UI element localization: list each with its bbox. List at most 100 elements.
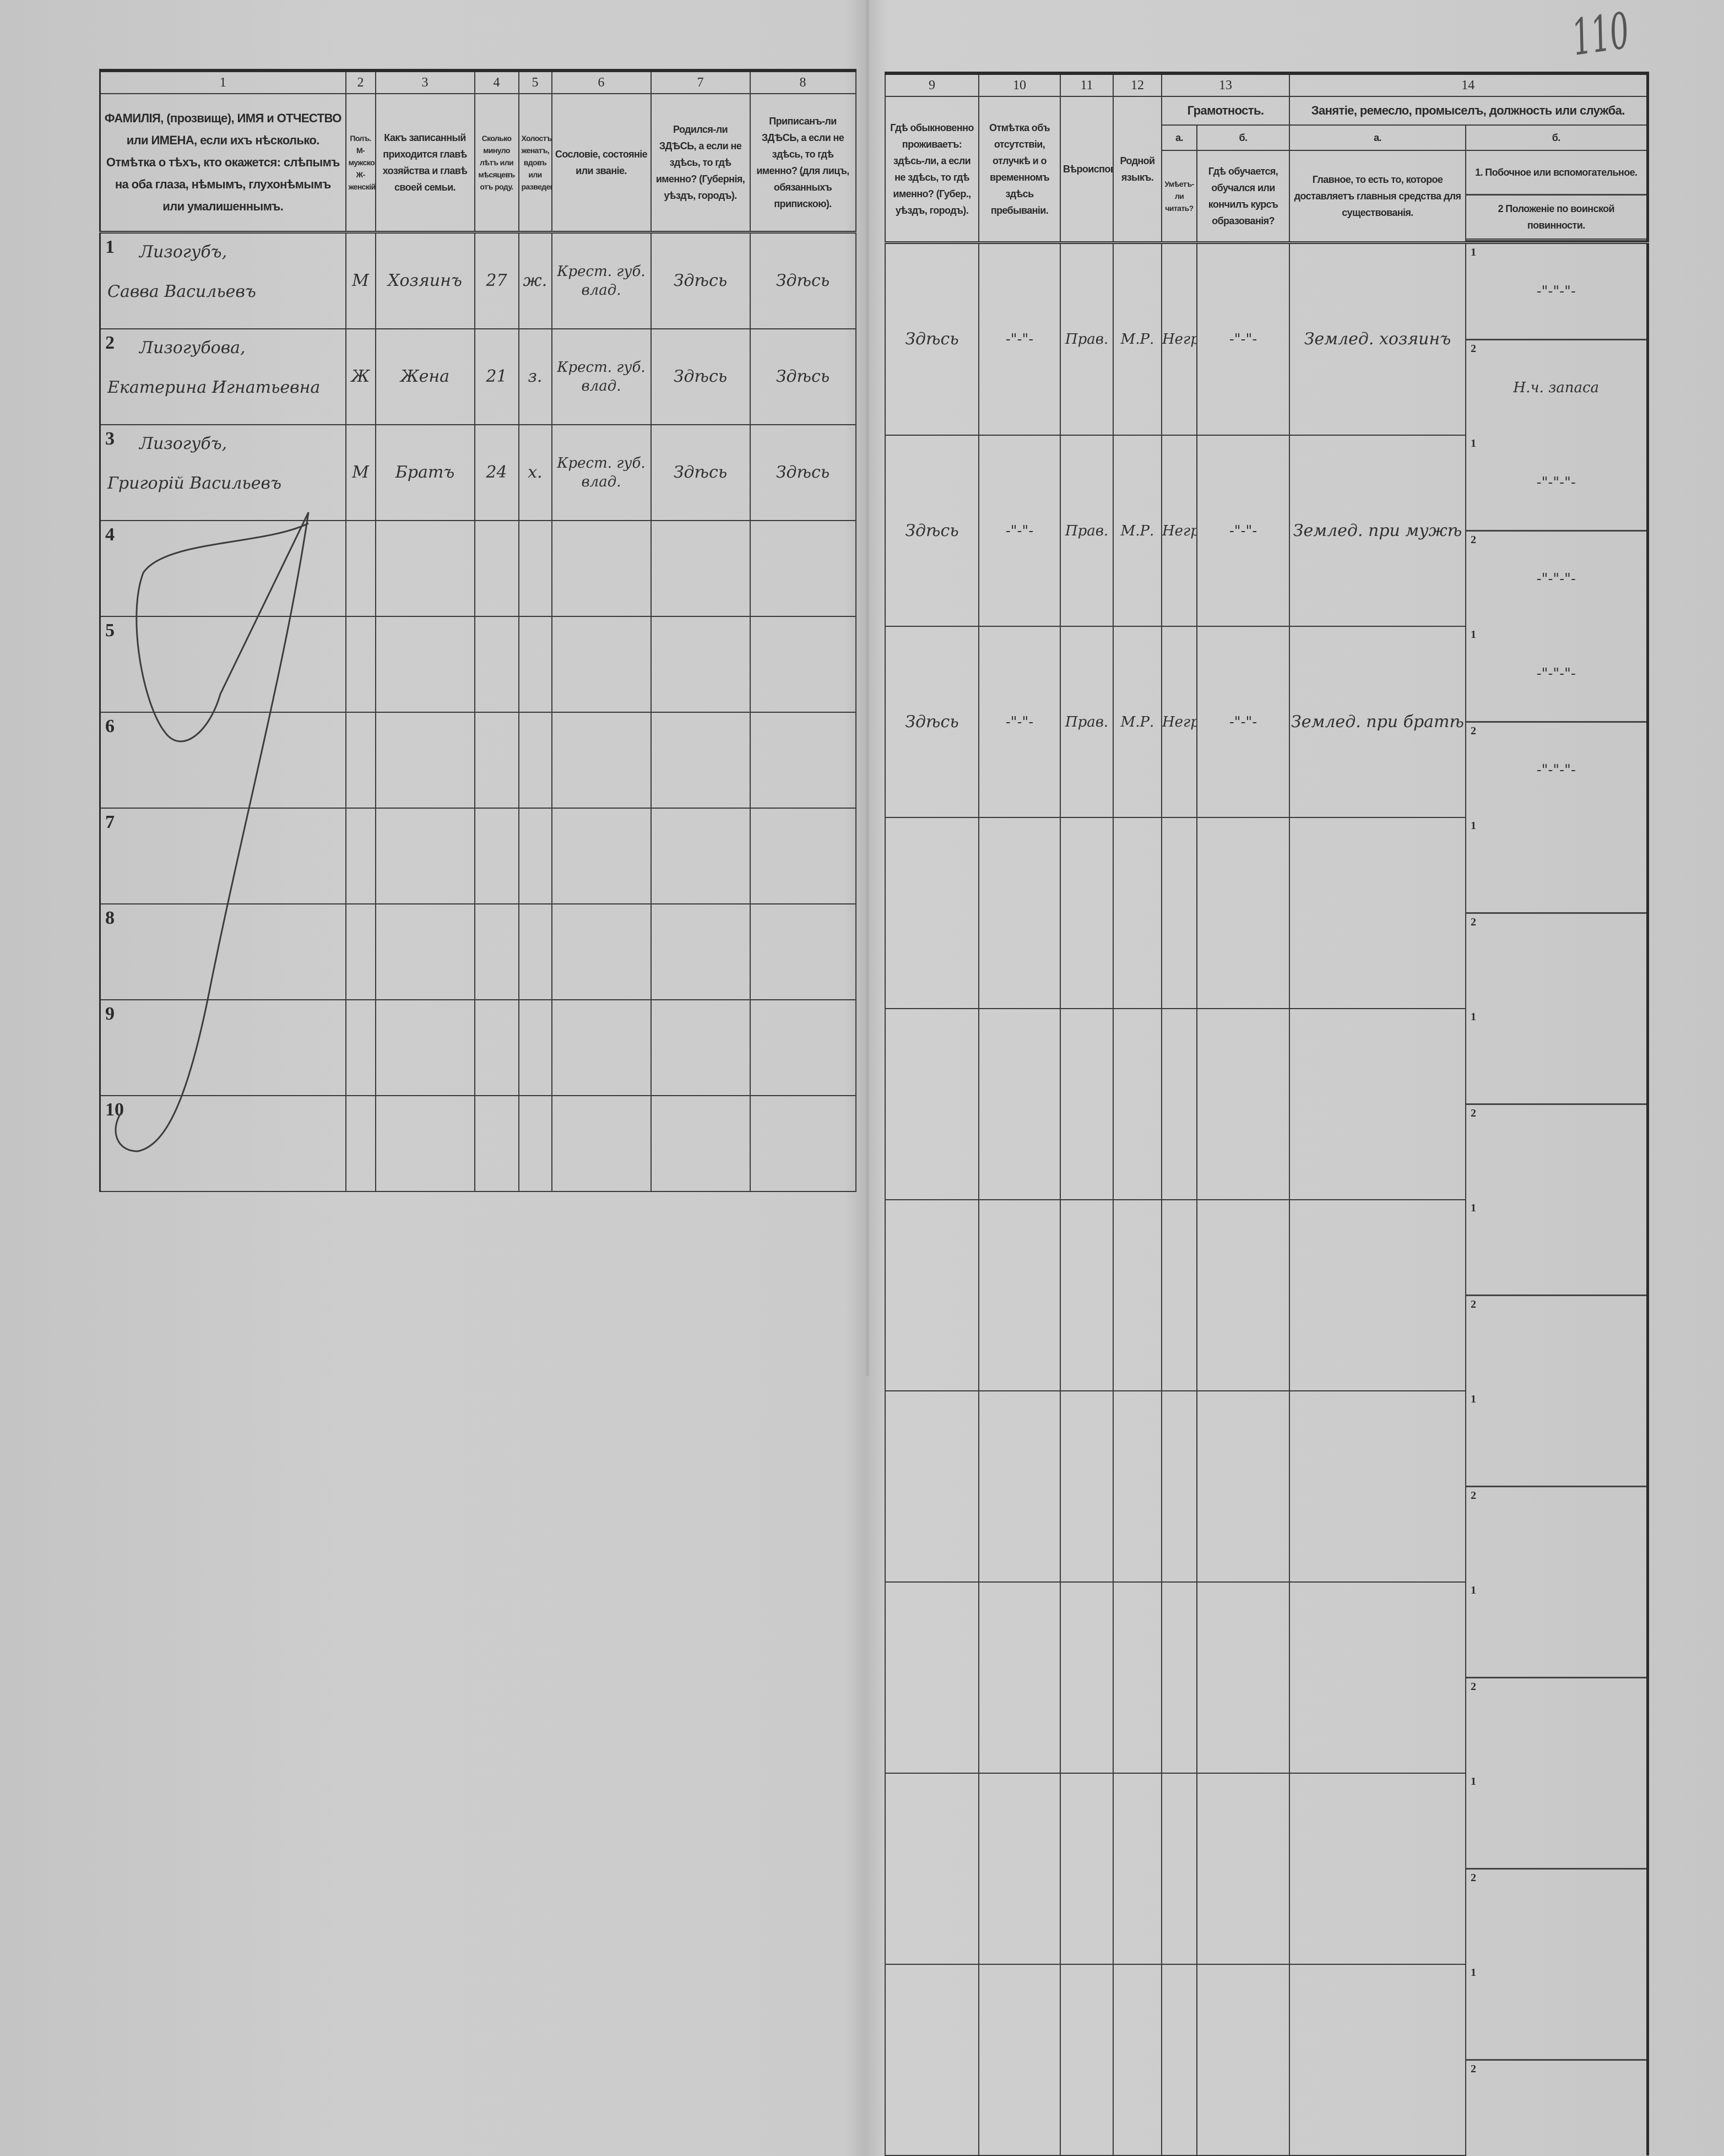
registration-cell (749, 999, 856, 1096)
residence-cell-text: Здѣсь (905, 712, 959, 732)
side-occupation-cell: 1 -"-"-"- (1466, 244, 1646, 340)
header-letter: а. (1161, 124, 1197, 151)
marital-cell (518, 712, 552, 809)
sub-number: 1 (1471, 1393, 1476, 1405)
military-cell: 2 (1466, 1869, 1646, 1965)
birthplace-cell (650, 520, 751, 617)
col-number: 2 (345, 70, 376, 94)
table-row: Здѣсь -"-"- Прав. М.Р. Негр. -"-"- Землед. при… (885, 435, 1647, 627)
education-cell-text: -"-"- (1229, 331, 1257, 348)
sub-number: 2 (1471, 1489, 1476, 1502)
table-row: 6 (99, 712, 856, 809)
estate-cell (551, 999, 652, 1096)
relation-cell-text: Хозяинъ (388, 271, 462, 290)
occupation-cell-text: Землед. хозяинъ (1304, 329, 1451, 349)
table-row: Здѣсь -"-"- Прав. М.Р. Негр. -"-"- Землед. хоз… (885, 242, 1647, 436)
given-name: Савва Васильевъ (107, 282, 256, 301)
table-row: 9 (99, 999, 856, 1096)
military-text: Н.ч. запаса (1513, 380, 1600, 396)
estate-cell: Крест. губ. влад. (551, 231, 652, 329)
birthplace-cell (650, 616, 751, 713)
marital-cell (518, 520, 552, 617)
absence-cell: -"-"- (978, 435, 1061, 627)
age-cell-text: 21 (486, 367, 507, 386)
sub-number: 1 (1471, 1775, 1476, 1787)
name-cell: 3 Лизогубъ, Григорій Васильевъ (99, 424, 346, 521)
language-cell-text: М.Р. (1120, 522, 1154, 539)
header-estate: Сословіе, состояніе или званіе. (551, 93, 652, 234)
estate-cell-text: Крест. губ. влад. (557, 455, 646, 490)
military-cell: 2 (1466, 1487, 1646, 1583)
estate-cell (551, 712, 652, 809)
col-number: 4 (474, 70, 519, 94)
absence-cell-text: -"-"- (1005, 713, 1034, 730)
occupation-cell (1289, 1581, 1466, 1774)
marital-cell: з. (518, 328, 552, 425)
sub-number: 2 (1471, 343, 1476, 355)
education-cell (1196, 1199, 1290, 1391)
col-number: 3 (375, 70, 475, 94)
absence-cell-text: -"-"- (1005, 331, 1034, 348)
religion-cell (1060, 1199, 1114, 1391)
language-cell-text: М.Р. (1120, 331, 1154, 348)
literacy-cell (1161, 1581, 1197, 1774)
registration-cell: Здѣсь (749, 231, 856, 329)
secondary-cell: 1 -"-"-"- 2 Н.ч. запаса (1466, 243, 1647, 436)
surname: Лизогубова, (139, 338, 246, 357)
side-occupation-cell: 1 (1466, 1773, 1646, 1870)
sex-cell (345, 520, 376, 617)
language-cell (1113, 1390, 1162, 1583)
header-residence: Гдѣ обыкновенно проживаетъ: здѣсь-ли, а … (885, 96, 979, 244)
birthplace-cell-text: Здѣсь (673, 463, 728, 482)
name-cell: 5 (99, 616, 346, 713)
sub-number: 1 (1471, 820, 1476, 832)
religion-cell (1060, 1964, 1114, 2156)
table-row: 5 (99, 616, 856, 713)
literacy-cell: Негр. (1161, 435, 1197, 627)
literacy-cell-text: Негр. (1162, 713, 1196, 730)
estate-cell-text: Крест. губ. влад. (557, 263, 646, 299)
residence-cell: Здѣсь (885, 435, 979, 627)
registration-cell: Здѣсь (749, 328, 856, 425)
language-cell (1113, 817, 1162, 1009)
religion-cell-text: Прав. (1065, 522, 1109, 539)
age-cell-text: 27 (486, 271, 507, 290)
education-cell-text: -"-"- (1229, 713, 1257, 730)
side-occupation-text: -"-"-"- (1536, 283, 1576, 300)
name-cell: 8 (99, 903, 346, 1000)
header-absence: Отмѣтка объ отсутствіи, отлучкѣ и о врем… (978, 96, 1061, 244)
header-literacy: Грамотность. (1161, 96, 1290, 126)
language-cell (1113, 1199, 1162, 1391)
side-occupation-cell: 1 (1466, 1391, 1646, 1487)
table-row: 3 Лизогубъ, Григорій Васильевъ М Братъ 24 х. Кр… (99, 424, 856, 521)
residence-cell (885, 1581, 979, 1774)
sub-number: 1 (1471, 629, 1476, 641)
occupation-cell (1289, 1199, 1466, 1391)
relation-cell: Жена (375, 328, 475, 425)
estate-cell (551, 903, 652, 1000)
absence-cell (978, 1390, 1061, 1583)
side-occupation-cell: 1 (1466, 1009, 1646, 1105)
absence-cell (978, 1773, 1061, 1965)
literacy-cell-text: Негр. (1162, 331, 1196, 348)
name-cell: 10 (99, 1095, 346, 1192)
religion-cell (1060, 817, 1114, 1009)
side-occupation-cell: 1 (1466, 1200, 1646, 1296)
col-number: 9 (885, 73, 979, 97)
military-text: -"-"-"- (1536, 571, 1576, 587)
age-cell-text: 24 (486, 463, 507, 482)
surname: Лизогубъ, (139, 434, 227, 453)
header-registration: Приписанъ-ли ЗДѢСЬ, а если не здѣсь, то … (749, 93, 856, 234)
sub-number: 2 (1471, 1681, 1476, 1693)
sex-cell (345, 903, 376, 1000)
absence-cell (978, 817, 1061, 1009)
sex-cell (345, 1095, 376, 1192)
header-relation: Какъ записанный приходится главѣ хозяйст… (375, 93, 475, 234)
military-cell: 2 Н.ч. запаса (1466, 340, 1646, 436)
col-number: 6 (551, 70, 652, 94)
table-row: 1 Лизогубъ, Савва Васильевъ М Хозяинъ 27 ж. Кре… (99, 231, 856, 329)
sex-cell-text: М (352, 463, 369, 482)
